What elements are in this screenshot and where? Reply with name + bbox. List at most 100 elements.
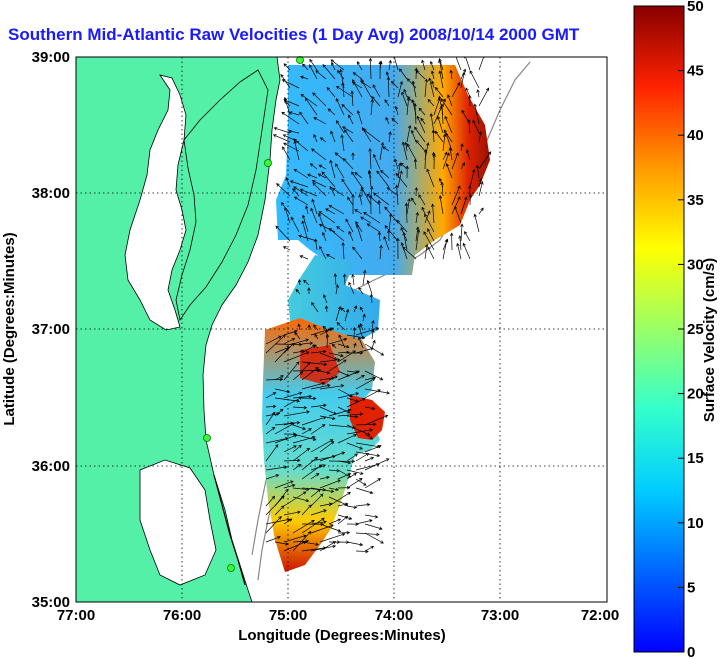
velocity-arrow xyxy=(469,168,476,188)
velocity-arrow xyxy=(319,245,327,260)
velocity-arrow xyxy=(292,371,304,381)
velocity-arrow xyxy=(314,333,319,340)
velocity-arrow xyxy=(352,72,363,80)
velocity-arrow xyxy=(310,544,337,552)
colorbar-tick-label: 0 xyxy=(687,644,695,659)
velocity-arrow xyxy=(460,196,468,215)
velocity-arrow xyxy=(346,414,359,419)
velocity-arrow xyxy=(348,114,354,125)
velocity-arrow xyxy=(405,165,409,179)
x-tick-label: 77:00 xyxy=(57,607,95,624)
velocity-arrow xyxy=(350,90,354,107)
velocity-arrow xyxy=(299,255,309,260)
velocity-arrow xyxy=(364,343,385,356)
velocity-arrow xyxy=(328,408,352,417)
x-tick-label: 75:00 xyxy=(269,607,307,624)
velocity-arrow xyxy=(292,539,310,543)
velocity-arrow xyxy=(319,384,345,390)
colorbar-tick-label: 10 xyxy=(687,515,704,532)
velocity-arrow xyxy=(337,69,345,80)
velocity-arrow xyxy=(352,246,363,260)
velocity-arrow xyxy=(318,210,336,224)
velocity-arrow xyxy=(411,80,417,98)
velocity-arrow xyxy=(414,126,426,143)
velocity-arrow xyxy=(283,483,296,489)
velocity-arrow xyxy=(472,119,480,134)
velocity-arrow xyxy=(322,64,336,80)
velocity-arrow xyxy=(348,281,355,295)
velocity-arrow xyxy=(376,170,390,188)
velocity-arrow xyxy=(360,216,372,224)
velocity-arrow xyxy=(265,335,282,345)
velocity-arrow xyxy=(386,76,391,98)
radar-site-marker xyxy=(264,159,272,167)
velocity-arrow xyxy=(413,102,417,125)
velocity-arrow xyxy=(328,487,339,492)
velocity-arrow xyxy=(351,171,363,188)
velocity-arrow xyxy=(339,68,345,89)
velocity-arrow xyxy=(449,69,453,80)
velocity-arrow xyxy=(402,231,408,251)
radar-sites xyxy=(203,56,304,572)
velocity-arrow xyxy=(427,98,435,107)
velocity-arrow xyxy=(310,349,327,354)
velocity-arrow xyxy=(265,411,276,426)
velocity-arrow xyxy=(384,99,390,107)
velocity-arrow xyxy=(284,206,291,224)
velocity-arrow xyxy=(416,115,426,134)
velocity-arrow xyxy=(351,152,355,161)
velocity-arrow xyxy=(283,410,310,417)
velocity-arrow xyxy=(307,173,318,179)
velocity-arrow xyxy=(298,234,318,242)
velocity-arrow xyxy=(354,172,363,179)
velocity-arrow xyxy=(292,463,302,471)
colorbar-tick-label: 35 xyxy=(687,192,704,209)
velocity-arrow xyxy=(364,444,382,453)
velocity-arrow xyxy=(319,327,334,336)
velocity-arrow xyxy=(346,478,363,489)
velocity-arrow xyxy=(384,225,399,242)
velocity-arrow xyxy=(283,391,303,399)
velocity-arrow xyxy=(319,479,341,489)
velocity-arrow xyxy=(355,378,376,390)
velocity-arrow xyxy=(467,118,471,134)
velocity-arrow xyxy=(372,84,381,98)
velocity-arrow xyxy=(274,434,298,444)
velocity-arrow xyxy=(364,514,379,519)
velocity-arrow xyxy=(379,244,383,260)
velocity-arrow xyxy=(359,306,364,313)
velocity-arrow xyxy=(440,98,453,116)
velocity-arrow xyxy=(334,152,345,161)
velocity-arrow xyxy=(319,523,342,533)
velocity-arrow xyxy=(282,146,291,161)
velocity-arrow xyxy=(292,338,310,345)
velocity-arrow xyxy=(328,491,351,507)
velocity-arrow xyxy=(406,96,411,116)
velocity-arrow xyxy=(310,403,327,408)
colorbar-label: Surface Velocity (cm/s) xyxy=(701,258,718,422)
velocity-arrow xyxy=(310,524,334,534)
velocity-arrow xyxy=(299,188,318,197)
y-tick-label: 39:00 xyxy=(32,49,70,66)
velocity-arrow xyxy=(455,57,462,71)
velocity-arrow xyxy=(364,433,374,440)
velocity-arrow xyxy=(335,163,345,179)
velocity-arrow xyxy=(451,185,461,206)
velocity-arrow xyxy=(337,412,364,417)
velocity-arrow xyxy=(371,95,381,107)
velocity-arrow xyxy=(336,226,345,233)
velocity-arrow xyxy=(410,129,417,143)
velocity-arrow xyxy=(283,338,296,345)
velocity-arrow xyxy=(335,85,354,98)
velocity-arrow xyxy=(395,184,399,206)
velocity-arrow xyxy=(426,168,435,188)
velocity-arrow xyxy=(454,205,462,224)
velocity-arrow xyxy=(292,405,308,410)
velocity-arrow xyxy=(307,287,311,295)
velocity-arrow xyxy=(351,273,355,286)
velocity-arrow xyxy=(410,197,417,206)
velocity-arrow xyxy=(275,225,291,242)
velocity-arrow xyxy=(346,428,374,435)
velocity-arrow xyxy=(345,218,354,233)
